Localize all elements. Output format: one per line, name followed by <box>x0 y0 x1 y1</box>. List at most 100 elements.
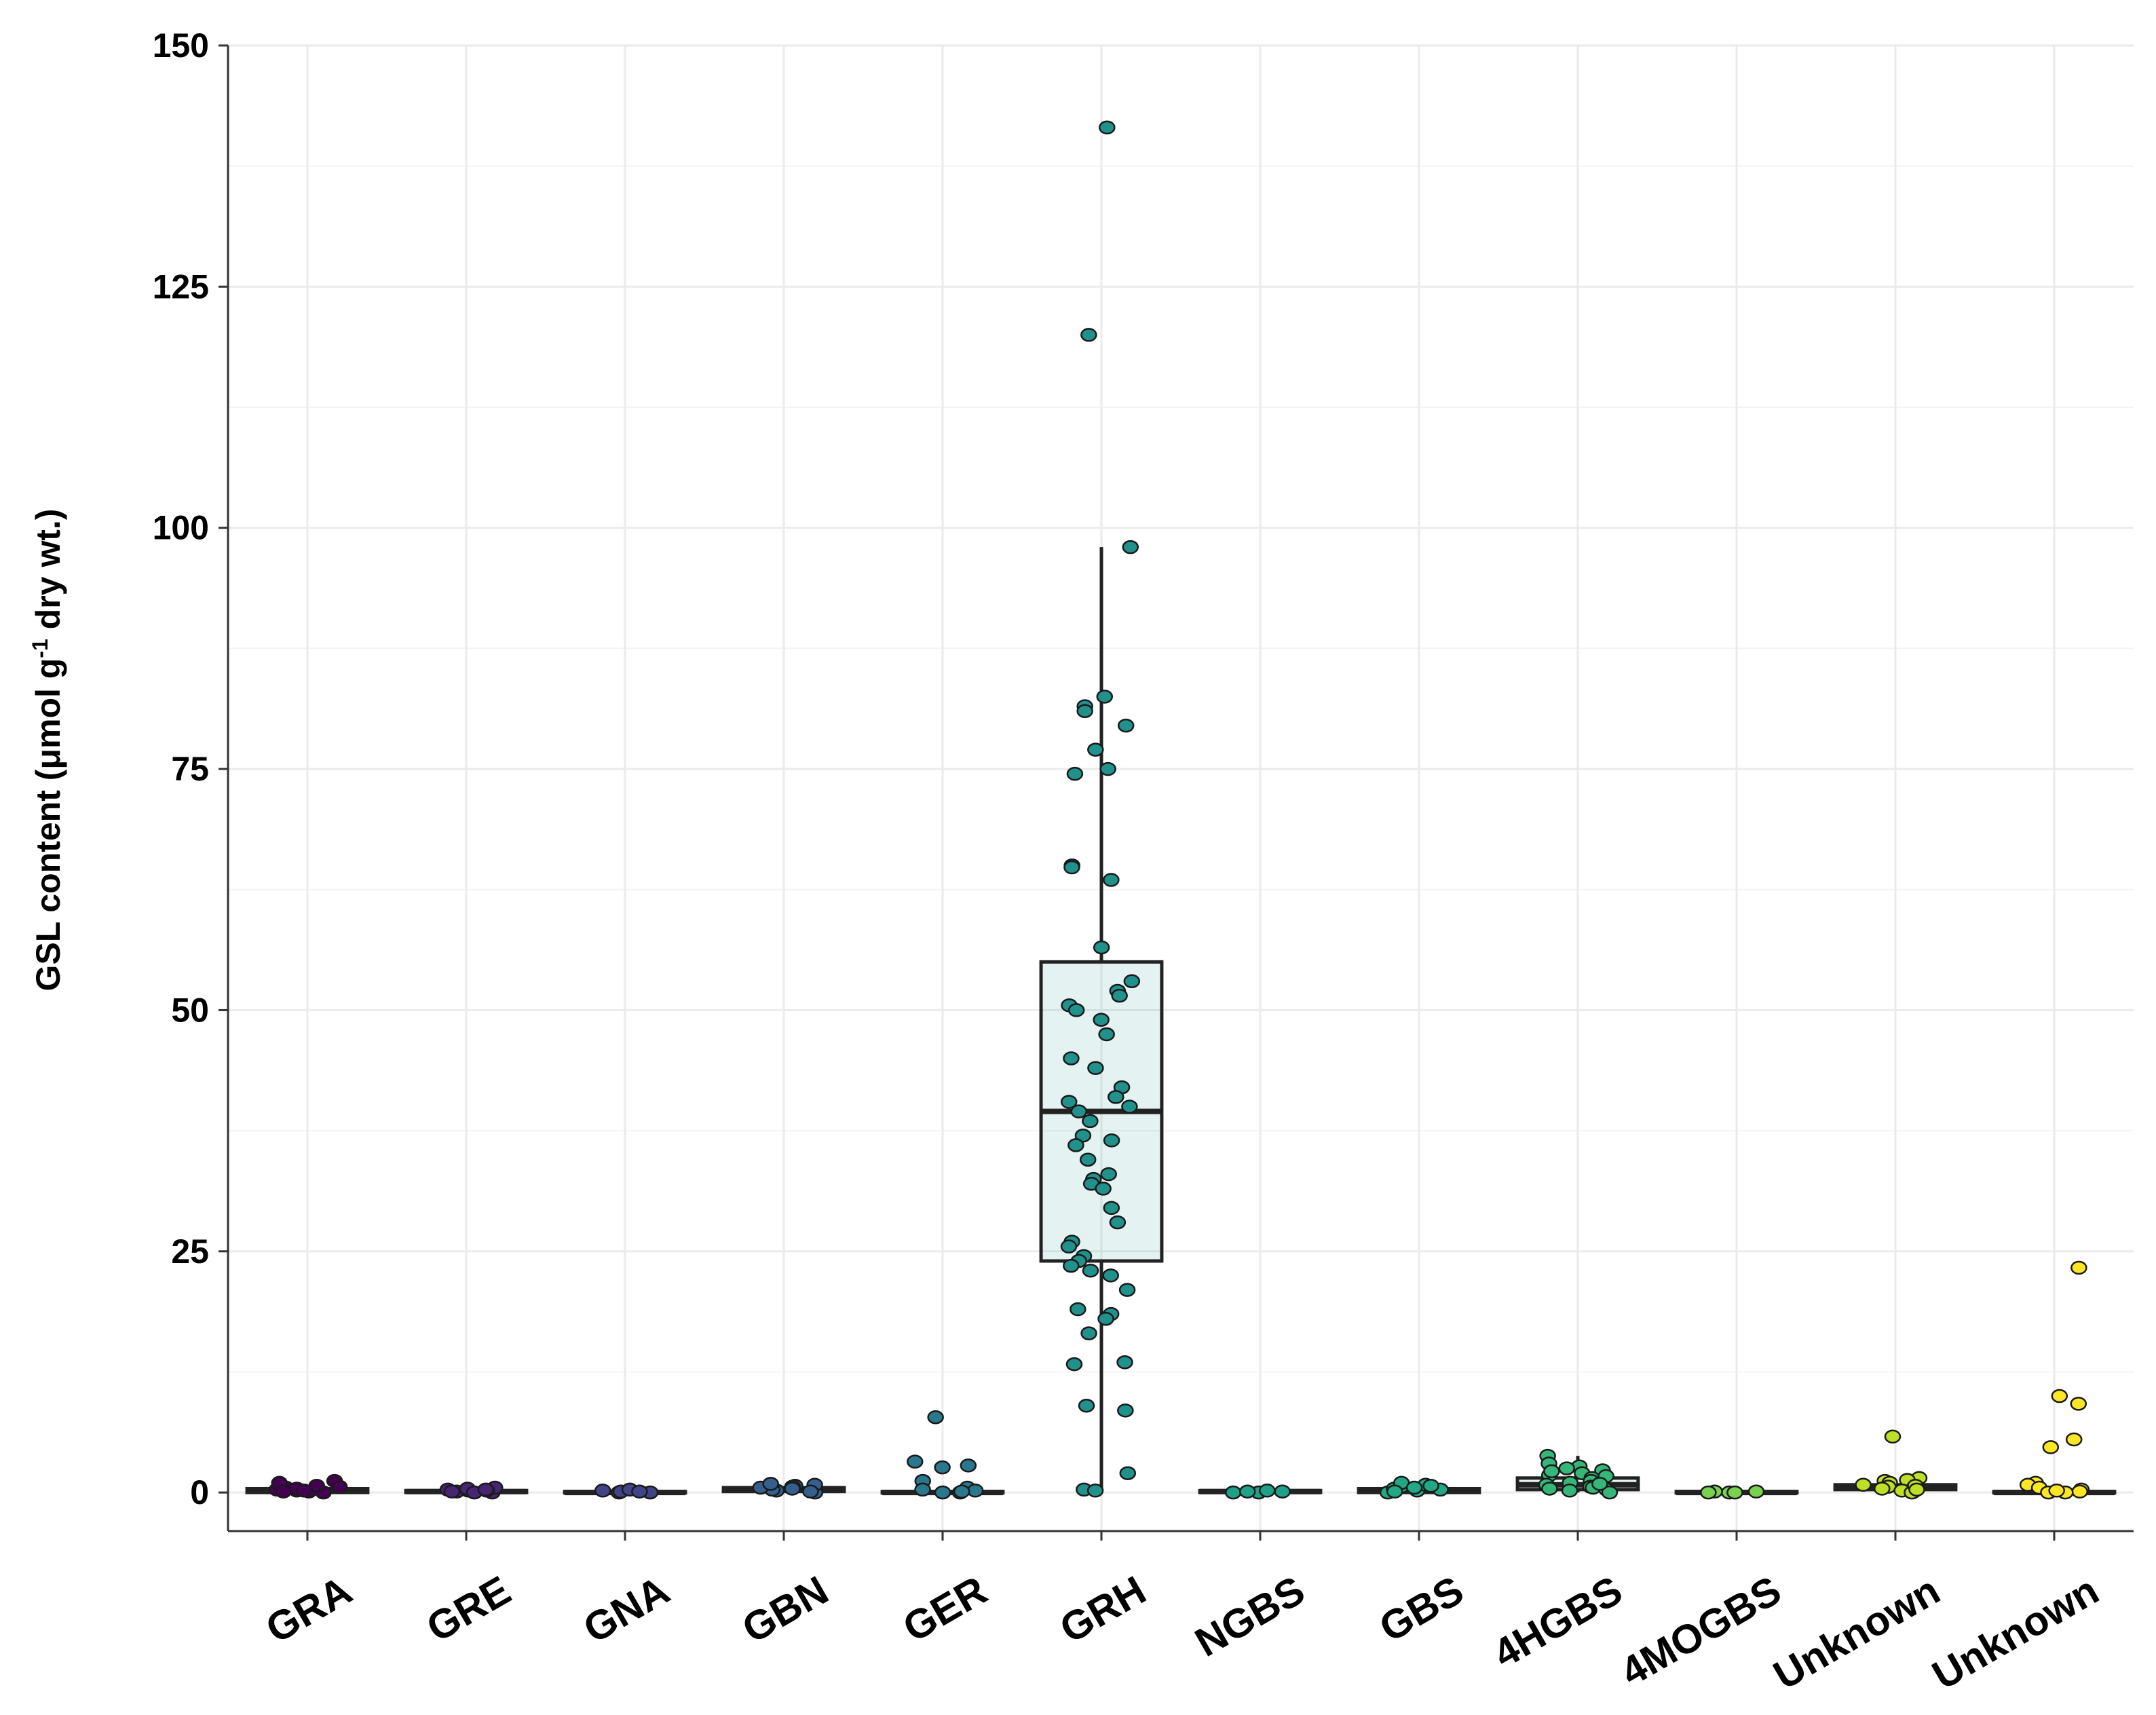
data-point <box>1093 1013 1110 1027</box>
data-point <box>1259 1484 1276 1498</box>
data-point <box>1111 988 1128 1003</box>
data-point <box>1238 1484 1256 1499</box>
data-point <box>1422 1478 1439 1493</box>
data-point <box>1099 120 1116 135</box>
data-point <box>1121 1099 1138 1114</box>
data-point <box>2042 1440 2060 1454</box>
data-point <box>1543 1464 1560 1479</box>
data-point <box>1874 1482 1891 1496</box>
data-point <box>1080 328 1097 342</box>
data-point <box>2070 1397 2087 1411</box>
data-point <box>1067 1003 1085 1017</box>
y-tick-label: 0 <box>190 1473 209 1511</box>
data-point <box>2071 1484 2088 1499</box>
y-tick-label: 50 <box>171 991 209 1029</box>
data-point <box>934 1485 951 1500</box>
data-points <box>268 120 2090 1500</box>
data-point <box>295 1484 313 1498</box>
data-point <box>1122 540 1139 554</box>
grid-lines <box>228 44 2134 1531</box>
data-point <box>1063 860 1080 875</box>
data-point <box>1117 1403 1134 1418</box>
data-point <box>934 1460 951 1475</box>
data-point <box>1099 761 1116 776</box>
data-point <box>1078 1398 1095 1413</box>
data-point <box>1884 1429 1902 1444</box>
data-point <box>1117 718 1135 733</box>
data-point <box>1086 1484 1104 1498</box>
data-point <box>1066 766 1084 781</box>
data-point <box>594 1484 611 1498</box>
data-point <box>2065 1432 2083 1447</box>
data-point <box>275 1484 292 1499</box>
data-point <box>1060 1239 1078 1254</box>
data-point <box>1070 1104 1088 1118</box>
data-point <box>762 1477 779 1491</box>
data-point <box>2070 1260 2087 1275</box>
data-point <box>914 1482 931 1497</box>
data-point <box>1386 1484 1403 1499</box>
data-point <box>966 1484 984 1498</box>
data-point <box>443 1484 461 1499</box>
y-tick-label: 75 <box>171 750 209 788</box>
data-point <box>1726 1485 1743 1500</box>
data-point <box>1087 1061 1104 1075</box>
data-point <box>1063 1258 1080 1273</box>
data-point <box>1103 1133 1120 1148</box>
data-point <box>1109 1215 1127 1230</box>
data-point <box>1103 873 1120 887</box>
y-tick-label: 150 <box>153 26 209 64</box>
data-point <box>1116 1355 1133 1370</box>
data-point <box>960 1458 977 1473</box>
data-point <box>1065 1357 1083 1372</box>
data-point <box>1855 1477 1872 1492</box>
data-point <box>1080 1326 1097 1340</box>
data-point <box>1541 1482 1558 1496</box>
data-point <box>2048 1484 2065 1498</box>
data-point <box>1082 1263 1099 1278</box>
data-point <box>927 1410 944 1425</box>
data-point <box>1118 1283 1136 1297</box>
data-point <box>1224 1485 1242 1500</box>
data-point <box>1067 1138 1084 1152</box>
data-point <box>1102 1268 1119 1283</box>
data-point <box>477 1482 495 1497</box>
data-point <box>1405 1480 1423 1495</box>
data-point <box>1591 1477 1608 1491</box>
data-point <box>1095 1182 1112 1196</box>
data-point <box>1097 1312 1114 1326</box>
y-tick-label: 100 <box>153 509 209 547</box>
data-point <box>1082 1114 1099 1129</box>
y-tick-label: 125 <box>153 267 209 305</box>
data-point <box>1558 1461 1576 1475</box>
data-point <box>1747 1484 1765 1499</box>
y-tick-label: 25 <box>171 1232 209 1270</box>
data-point <box>784 1482 801 1496</box>
data-point <box>1601 1485 1619 1500</box>
data-point <box>330 1480 348 1494</box>
y-axis-title: GSL content (μmol g-1 dry wt.) <box>28 509 67 992</box>
data-point <box>953 1484 970 1499</box>
data-point <box>1063 1051 1080 1066</box>
data-point <box>1908 1482 1925 1497</box>
data-point <box>1079 1152 1097 1167</box>
data-point <box>1123 974 1141 989</box>
data-point <box>907 1454 924 1469</box>
data-point <box>802 1484 819 1499</box>
data-point <box>1087 742 1104 757</box>
data-point <box>1076 704 1093 719</box>
data-point <box>1274 1484 1291 1499</box>
data-point <box>1561 1484 1578 1498</box>
data-point <box>2051 1389 2068 1403</box>
data-point <box>1700 1485 1717 1500</box>
data-point <box>1108 1090 1124 1104</box>
data-point <box>1100 1167 1117 1182</box>
data-point <box>1103 1201 1120 1215</box>
data-point <box>1119 1466 1137 1480</box>
data-point <box>1093 940 1110 955</box>
data-point <box>1060 1095 1078 1109</box>
data-point <box>631 1484 648 1499</box>
